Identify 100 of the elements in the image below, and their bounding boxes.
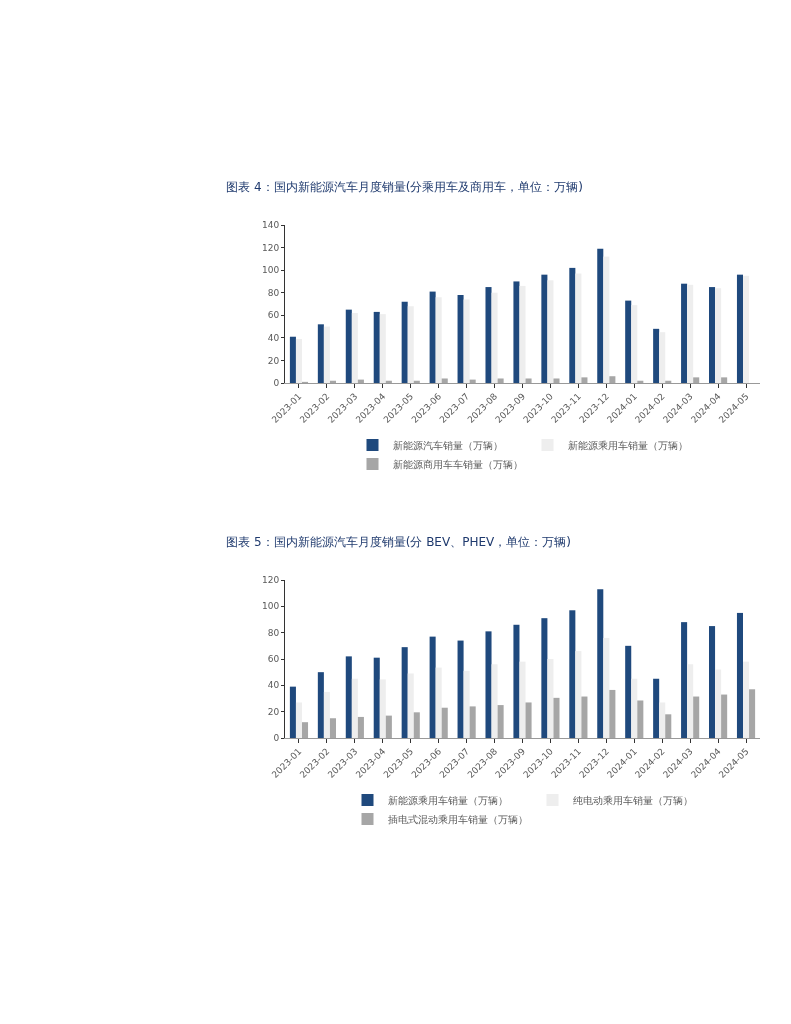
legend-label: 插电式混动乘用车销量（万辆） <box>387 813 528 825</box>
bar <box>743 275 750 383</box>
bar <box>323 326 330 383</box>
bar <box>715 669 722 738</box>
bar <box>659 702 666 738</box>
bar <box>653 328 660 383</box>
bar <box>681 283 688 383</box>
y-tick-label: 120 <box>262 242 280 253</box>
bar <box>513 624 520 738</box>
y-tick-label: 80 <box>267 287 280 298</box>
bar <box>289 686 296 738</box>
bar <box>609 376 616 383</box>
bar <box>429 291 436 383</box>
bar <box>317 324 324 383</box>
bar <box>519 285 526 383</box>
y-tick-label: 60 <box>267 310 280 321</box>
bar <box>625 300 632 383</box>
bar <box>345 309 352 383</box>
bar <box>581 377 588 383</box>
legend-label: 新能源商用车车销量（万辆） <box>392 458 523 470</box>
bar <box>491 664 498 738</box>
bar <box>401 647 408 738</box>
bar <box>497 378 504 383</box>
y-tick-label: 140 <box>262 220 280 231</box>
bar <box>541 618 548 738</box>
bar <box>379 314 386 383</box>
bar <box>435 667 442 738</box>
y-tick-label: 40 <box>267 680 280 691</box>
bar <box>407 306 414 383</box>
bar <box>429 636 436 738</box>
bar <box>351 678 358 738</box>
bar <box>581 696 588 738</box>
bar <box>407 673 414 738</box>
bar <box>687 664 694 738</box>
bar <box>693 696 700 738</box>
bar <box>715 288 722 383</box>
bar <box>709 287 716 383</box>
bar <box>603 637 610 738</box>
bar <box>597 589 604 738</box>
bar <box>736 612 743 738</box>
y-tick-label: 100 <box>262 601 280 612</box>
bar <box>491 292 498 383</box>
y-tick-label: 40 <box>267 333 280 344</box>
bar <box>721 694 728 738</box>
bar <box>653 678 660 738</box>
legend-label: 纯电动乘用车销量（万辆） <box>572 794 693 806</box>
bar <box>553 378 560 383</box>
bar <box>519 661 526 738</box>
bar <box>693 377 700 383</box>
bar <box>329 718 336 738</box>
bar <box>547 280 554 383</box>
bar <box>681 622 688 738</box>
bar <box>317 672 324 738</box>
bar <box>659 332 666 383</box>
bar <box>401 301 408 383</box>
y-tick-label: 80 <box>267 627 280 638</box>
bar <box>743 661 750 738</box>
bar <box>665 714 672 738</box>
bar <box>525 378 532 383</box>
bar <box>631 305 638 383</box>
bar <box>597 248 604 383</box>
bar <box>709 626 716 738</box>
chart-title: 图表 5：国内新能源汽车月度销量(分 BEV、PHEV，单位：万辆) <box>226 535 571 550</box>
bar <box>513 281 520 383</box>
bar <box>687 284 694 383</box>
bar <box>457 294 464 383</box>
bar <box>441 707 448 738</box>
bar <box>575 651 582 738</box>
bar <box>569 267 576 383</box>
bar <box>637 700 644 738</box>
legend-label: 新能源乘用车销量（万辆） <box>567 439 688 451</box>
bar <box>373 657 380 738</box>
bar <box>385 715 392 738</box>
bar <box>569 610 576 738</box>
bar <box>289 336 296 383</box>
bar <box>721 377 728 383</box>
bar <box>525 702 532 738</box>
bar <box>351 313 358 383</box>
legend-label: 新能源乘用车销量（万辆） <box>387 794 508 806</box>
bar <box>469 706 476 738</box>
bar <box>379 679 386 738</box>
bar <box>541 274 548 383</box>
bar <box>625 645 632 738</box>
y-tick-label: 120 <box>262 575 280 586</box>
bar <box>553 697 560 738</box>
y-tick-label: 20 <box>267 355 280 366</box>
bar <box>485 631 492 738</box>
bar <box>749 689 756 738</box>
bar <box>323 691 330 738</box>
bar <box>485 287 492 383</box>
bar <box>457 640 464 738</box>
bar <box>295 338 302 383</box>
y-tick-label: 20 <box>267 706 280 717</box>
y-tick-label: 0 <box>273 378 280 389</box>
y-tick-label: 0 <box>273 733 280 744</box>
bar <box>603 256 610 383</box>
bar <box>413 712 420 738</box>
bar <box>302 722 309 738</box>
bar <box>435 297 442 383</box>
bar <box>575 273 582 383</box>
